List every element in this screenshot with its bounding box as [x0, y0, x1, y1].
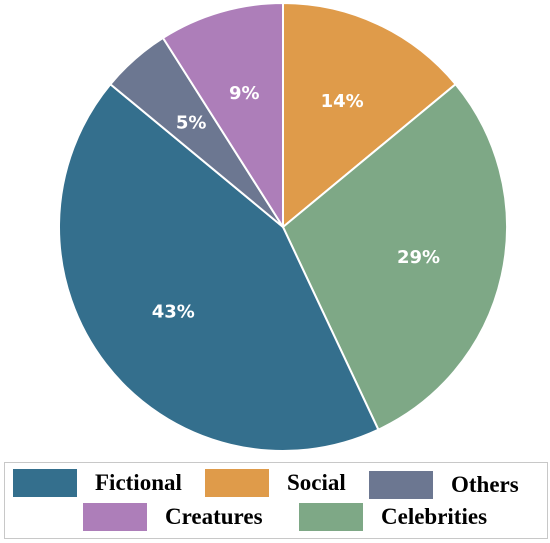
legend-item-fictional: Fictional [13, 469, 182, 497]
legend-item-others: Others [369, 471, 519, 499]
legend-item-social: Social [205, 469, 346, 497]
legend-label-fictional: Fictional [95, 470, 182, 495]
slice-label-celebrities: 29% [397, 247, 440, 268]
pie-slice-creatures [161, 1, 284, 231]
pie-slice-celebrities [281, 82, 508, 432]
slice-label-creatures: 9% [229, 83, 260, 104]
pie-slice-fictional [58, 82, 380, 452]
legend-swatch-creatures [83, 503, 147, 531]
legend-label-celebrities: Celebrities [381, 504, 488, 529]
slice-label-fictional: 43% [152, 302, 195, 323]
legend-swatch-others [369, 471, 433, 499]
chart-legend: Fictional Social Others Creatures Celebr… [4, 462, 548, 539]
legend-swatch-fictional [13, 469, 77, 497]
pie-chart: 14% 29% 43% 5% 9% [58, 1, 508, 452]
legend-label-social: Social [287, 470, 346, 495]
legend-item-creatures: Creatures [83, 503, 263, 531]
legend-label-others: Others [451, 472, 519, 497]
slice-label-social: 14% [321, 91, 364, 112]
legend-swatch-social [205, 469, 269, 497]
legend-label-creatures: Creatures [165, 504, 263, 529]
legend-swatch-celebrities [299, 503, 363, 531]
pie-slice-social [282, 1, 458, 230]
legend-item-celebrities: Celebrities [299, 503, 487, 531]
slice-label-others: 5% [176, 112, 207, 133]
